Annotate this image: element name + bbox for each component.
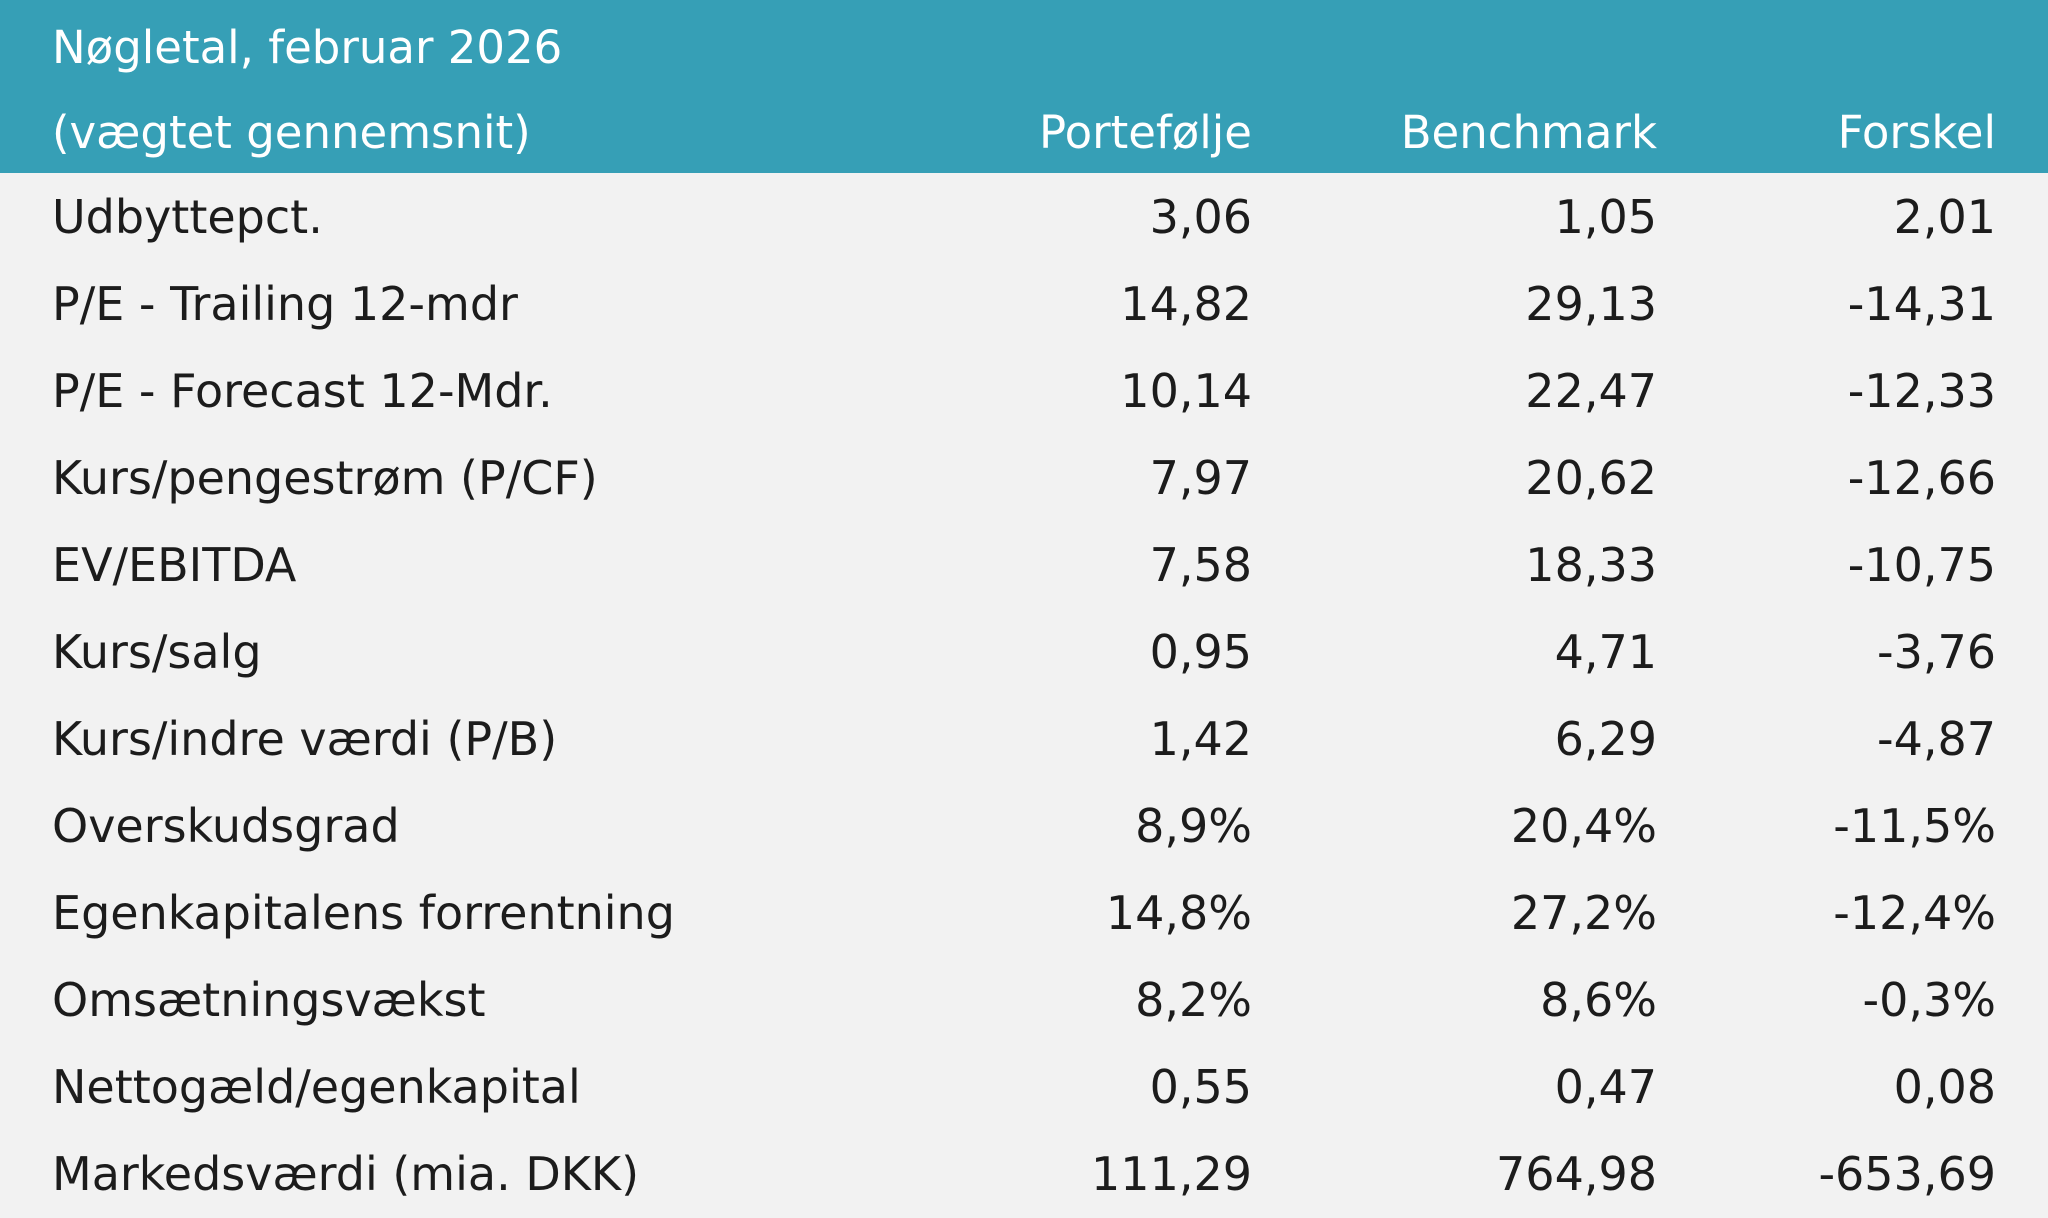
table-row: Egenkapitalens forrentning 14,8% 27,2% -… [0, 869, 2048, 956]
difference-value: -12,66 [1847, 451, 1996, 505]
table-row: Kurs/pengestrøm (P/CF) 7,97 20,62 -12,66 [0, 434, 2048, 521]
column-header-portfolio: Portefølje [1039, 106, 1252, 159]
row-label: Kurs/salg [52, 625, 262, 679]
difference-value: -14,31 [1847, 277, 1996, 331]
table-subtitle: (vægtet gennemsnit) [52, 106, 531, 159]
difference-value: -10,75 [1847, 538, 1996, 592]
portfolio-value: 0,55 [1149, 1060, 1252, 1114]
portfolio-value: 8,9% [1135, 799, 1252, 853]
benchmark-value: 4,71 [1554, 625, 1657, 679]
portfolio-value: 8,2% [1135, 973, 1252, 1027]
benchmark-value: 22,47 [1525, 364, 1657, 418]
difference-value: -3,76 [1876, 625, 1996, 679]
difference-value: -12,4% [1833, 886, 1996, 940]
column-header-difference: Forskel [1837, 106, 1996, 159]
benchmark-value: 0,47 [1554, 1060, 1657, 1114]
benchmark-value: 20,62 [1525, 451, 1657, 505]
table-row: EV/EBITDA 7,58 18,33 -10,75 [0, 521, 2048, 608]
row-label: EV/EBITDA [52, 538, 297, 592]
portfolio-value: 0,95 [1149, 625, 1252, 679]
table-row: P/E - Forecast 12-Mdr. 10,14 22,47 -12,3… [0, 347, 2048, 434]
row-label: Kurs/pengestrøm (P/CF) [52, 451, 598, 505]
column-header-benchmark: Benchmark [1400, 106, 1657, 159]
benchmark-value: 20,4% [1510, 799, 1657, 853]
row-label: Kurs/indre værdi (P/B) [52, 712, 558, 766]
table-title: Nøgletal, februar 2026 [52, 21, 563, 74]
portfolio-value: 7,58 [1149, 538, 1252, 592]
difference-value: -11,5% [1833, 799, 1996, 853]
table-row: Udbyttepct. 3,06 1,05 2,01 [0, 173, 2048, 260]
difference-value: -653,69 [1818, 1147, 1996, 1201]
benchmark-value: 18,33 [1525, 538, 1657, 592]
difference-value: 2,01 [1893, 190, 1996, 244]
row-label: Nettogæld/egenkapital [52, 1060, 581, 1114]
row-label: P/E - Forecast 12-Mdr. [52, 364, 553, 418]
portfolio-value: 3,06 [1149, 190, 1252, 244]
table-row: Markedsværdi (mia. DKK) 111,29 764,98 -6… [0, 1130, 2048, 1217]
row-label: Overskudsgrad [52, 799, 400, 853]
portfolio-value: 111,29 [1091, 1147, 1252, 1201]
difference-value: -12,33 [1847, 364, 1996, 418]
row-label: Udbyttepct. [52, 190, 323, 244]
table-header: Nøgletal, februar 2026 (vægtet gennemsni… [0, 0, 2048, 173]
benchmark-value: 764,98 [1496, 1147, 1657, 1201]
benchmark-value: 6,29 [1554, 712, 1657, 766]
difference-value: -4,87 [1876, 712, 1996, 766]
row-label: Omsætningsvækst [52, 973, 486, 1027]
benchmark-value: 29,13 [1525, 277, 1657, 331]
table-row: Kurs/salg 0,95 4,71 -3,76 [0, 608, 2048, 695]
table-row: P/E - Trailing 12-mdr 14,82 29,13 -14,31 [0, 260, 2048, 347]
row-label: P/E - Trailing 12-mdr [52, 277, 518, 331]
portfolio-value: 10,14 [1120, 364, 1252, 418]
benchmark-value: 8,6% [1540, 973, 1657, 1027]
row-label: Egenkapitalens forrentning [52, 886, 675, 940]
table-row: Kurs/indre værdi (P/B) 1,42 6,29 -4,87 [0, 695, 2048, 782]
portfolio-value: 14,82 [1120, 277, 1252, 331]
portfolio-value: 1,42 [1149, 712, 1252, 766]
benchmark-value: 1,05 [1554, 190, 1657, 244]
difference-value: -0,3% [1862, 973, 1996, 1027]
table-body: Udbyttepct. 3,06 1,05 2,01 P/E - Trailin… [0, 173, 2048, 1218]
portfolio-value: 7,97 [1149, 451, 1252, 505]
difference-value: 0,08 [1893, 1060, 1996, 1114]
row-label: Markedsværdi (mia. DKK) [52, 1147, 640, 1201]
benchmark-value: 27,2% [1510, 886, 1657, 940]
table-row: Overskudsgrad 8,9% 20,4% -11,5% [0, 782, 2048, 869]
portfolio-value: 14,8% [1105, 886, 1252, 940]
table-row: Omsætningsvækst 8,2% 8,6% -0,3% [0, 956, 2048, 1043]
table-row: Nettogæld/egenkapital 0,55 0,47 0,08 [0, 1043, 2048, 1130]
